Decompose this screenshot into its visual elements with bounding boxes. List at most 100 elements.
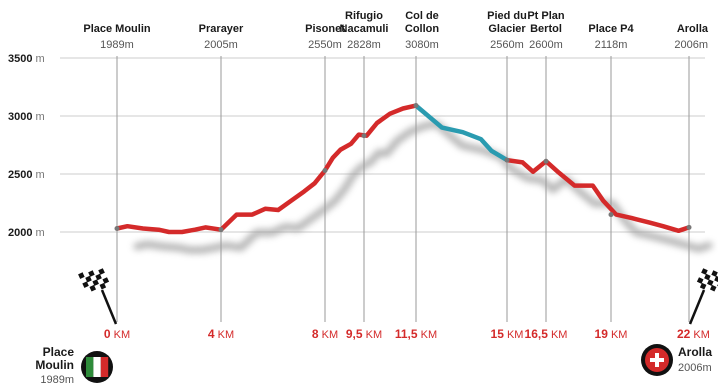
flag-square bbox=[704, 273, 711, 281]
flag-square bbox=[698, 272, 706, 280]
finish-checkered-flag-icon bbox=[688, 268, 718, 325]
km-unit: KM bbox=[215, 329, 235, 341]
flag-square bbox=[701, 268, 708, 275]
italy-flag-white bbox=[93, 357, 101, 377]
waypoint-name-line: Place P4 bbox=[588, 23, 634, 35]
end-name: Arolla bbox=[678, 345, 712, 359]
waypoint-marker-7 bbox=[608, 212, 614, 218]
profile-line-descent bbox=[504, 157, 692, 234]
km-unit: KM bbox=[363, 329, 383, 341]
waypoint-altitude-1: 2005m bbox=[204, 39, 238, 51]
waypoint-name-line: Arolla bbox=[677, 23, 709, 35]
waypoint-marker-8 bbox=[686, 224, 692, 230]
waypoint-marker-1 bbox=[218, 227, 224, 233]
flag-square bbox=[99, 282, 107, 290]
flag-square bbox=[704, 283, 712, 291]
km-value: 16,5 bbox=[525, 327, 549, 341]
flag-square bbox=[706, 279, 714, 286]
waypoint-altitude-6: 2600m bbox=[529, 39, 563, 51]
flag-square bbox=[711, 270, 718, 277]
km-unit: KM bbox=[319, 329, 339, 341]
waypoint-altitude-7: 2118m bbox=[595, 39, 628, 51]
flag-pole bbox=[688, 289, 706, 325]
waypoint-altitude-3: 2828m bbox=[347, 39, 381, 51]
waypoint-name-7: Place P4 bbox=[588, 23, 634, 35]
flag-square bbox=[88, 270, 95, 277]
waypoint-altitude-8: 2006m bbox=[674, 39, 708, 51]
start-altitude: 1989m bbox=[40, 374, 74, 386]
y-tick-label-3500: 3500 m bbox=[8, 53, 45, 65]
start-checkered-flag-icon bbox=[78, 268, 118, 325]
flag-pole bbox=[100, 289, 118, 325]
flag-square bbox=[84, 285, 92, 293]
y-tick-unit: m bbox=[32, 169, 44, 181]
profile-line-ascent bbox=[114, 103, 419, 235]
y-tick-unit: m bbox=[32, 111, 44, 123]
km-value: 8 bbox=[312, 327, 319, 341]
km-unit: KM bbox=[111, 329, 131, 341]
italy-flag-green bbox=[86, 357, 94, 377]
waypoint-name-line: Collon bbox=[405, 23, 439, 35]
flag-square bbox=[97, 278, 105, 285]
flag-square bbox=[711, 280, 718, 287]
y-tick-value: 3000 bbox=[8, 111, 32, 123]
waypoint-marker-5 bbox=[504, 157, 510, 163]
flag-square bbox=[85, 275, 92, 283]
km-value: 9,5 bbox=[346, 327, 363, 341]
km-value: 15 bbox=[491, 327, 505, 341]
y-tick-unit: m bbox=[32, 227, 44, 239]
start-name-line: Moulin bbox=[35, 358, 74, 372]
flag-square bbox=[709, 284, 717, 292]
flag-square bbox=[714, 285, 718, 293]
flags-layer bbox=[78, 268, 718, 383]
waypoint-name-8: Arolla bbox=[677, 23, 709, 35]
y-tick-unit: m bbox=[32, 53, 44, 65]
profile-line-glacier bbox=[413, 103, 510, 163]
flag-square bbox=[706, 269, 713, 276]
flag-square bbox=[80, 276, 87, 284]
km-unit: KM bbox=[608, 329, 628, 341]
start-name-line: Place bbox=[43, 345, 75, 359]
waypoint-name-line: Col de bbox=[405, 10, 439, 22]
italy-flag-icon bbox=[81, 351, 113, 383]
km-label-5: 15 KM bbox=[491, 327, 524, 341]
km-label-1: 4 KM bbox=[208, 327, 234, 341]
waypoint-altitude-0: 1989m bbox=[100, 39, 134, 51]
waypoint-name-line: Pt Plan bbox=[527, 10, 565, 22]
profile-shadow-layer bbox=[133, 120, 713, 254]
waypoint-altitude-2: 2550m bbox=[308, 39, 342, 51]
waypoint-altitude-4: 3080m bbox=[405, 39, 439, 51]
km-label-7: 19 KM bbox=[595, 327, 628, 341]
waypoint-altitude-5: 2560m bbox=[490, 39, 524, 51]
flag-square bbox=[90, 274, 97, 282]
waypoint-marker-2 bbox=[322, 168, 328, 174]
flag-square bbox=[78, 272, 85, 279]
waypoint-name-4: Col de Collon bbox=[405, 10, 439, 35]
flag-square bbox=[95, 273, 102, 281]
waypoint-name-3: Rifugio Nacamuli bbox=[340, 10, 389, 35]
waypoint-name-line: Rifugio bbox=[345, 10, 383, 22]
km-label-6: 16,5 KM bbox=[525, 327, 568, 341]
km-value: 11,5 bbox=[395, 327, 418, 341]
start-name: Place Moulin bbox=[35, 345, 74, 372]
end-altitude: 2006m bbox=[678, 362, 712, 374]
swiss-cross-horizontal bbox=[650, 358, 664, 362]
flag-square bbox=[696, 277, 704, 284]
switzerland-flag-icon bbox=[641, 344, 673, 376]
waypoint-marker-6 bbox=[543, 158, 549, 164]
waypoint-name-2: Pisonet bbox=[305, 23, 345, 35]
flag-square bbox=[714, 275, 718, 283]
km-label-8: 22 KM bbox=[677, 327, 710, 341]
km-value: 4 bbox=[208, 327, 215, 341]
flag-square bbox=[89, 284, 97, 292]
italy-flag-red bbox=[100, 357, 109, 377]
waypoint-name-1: Prarayer bbox=[199, 23, 244, 35]
flag-square bbox=[82, 281, 89, 289]
waypoint-name-line: Nacamuli bbox=[340, 23, 389, 35]
y-tick-value: 3500 bbox=[8, 53, 32, 65]
flag-square bbox=[709, 274, 716, 282]
waypoint-lines-layer bbox=[116, 56, 690, 322]
